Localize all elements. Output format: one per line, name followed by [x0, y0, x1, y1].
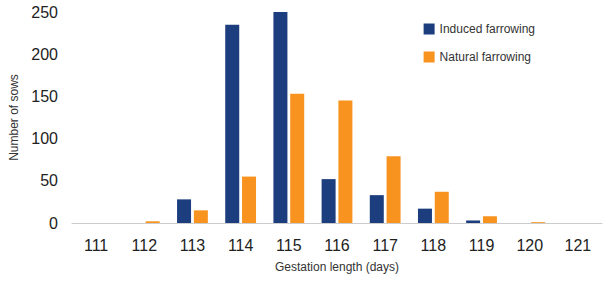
svg-text:116: 116 [324, 237, 350, 254]
svg-text:114: 114 [228, 237, 254, 254]
svg-text:112: 112 [132, 237, 158, 254]
svg-text:200: 200 [31, 46, 58, 63]
svg-text:119: 119 [469, 237, 495, 254]
svg-text:Number of sows: Number of sows [7, 74, 21, 161]
svg-text:113: 113 [180, 237, 206, 254]
svg-text:121: 121 [565, 237, 592, 254]
svg-text:50: 50 [40, 172, 58, 189]
svg-text:0: 0 [49, 215, 58, 232]
svg-text:150: 150 [31, 88, 58, 105]
svg-text:Natural farrowing: Natural farrowing [440, 50, 531, 64]
svg-text:115: 115 [276, 237, 302, 254]
svg-text:Gestation length (days): Gestation length (days) [275, 260, 399, 274]
svg-text:250: 250 [31, 4, 58, 21]
svg-text:100: 100 [31, 130, 58, 147]
svg-text:Induced farrowing: Induced farrowing [440, 22, 535, 36]
svg-text:117: 117 [372, 237, 398, 254]
svg-text:111: 111 [84, 237, 108, 254]
svg-text:118: 118 [421, 237, 447, 254]
svg-text:120: 120 [516, 237, 543, 254]
